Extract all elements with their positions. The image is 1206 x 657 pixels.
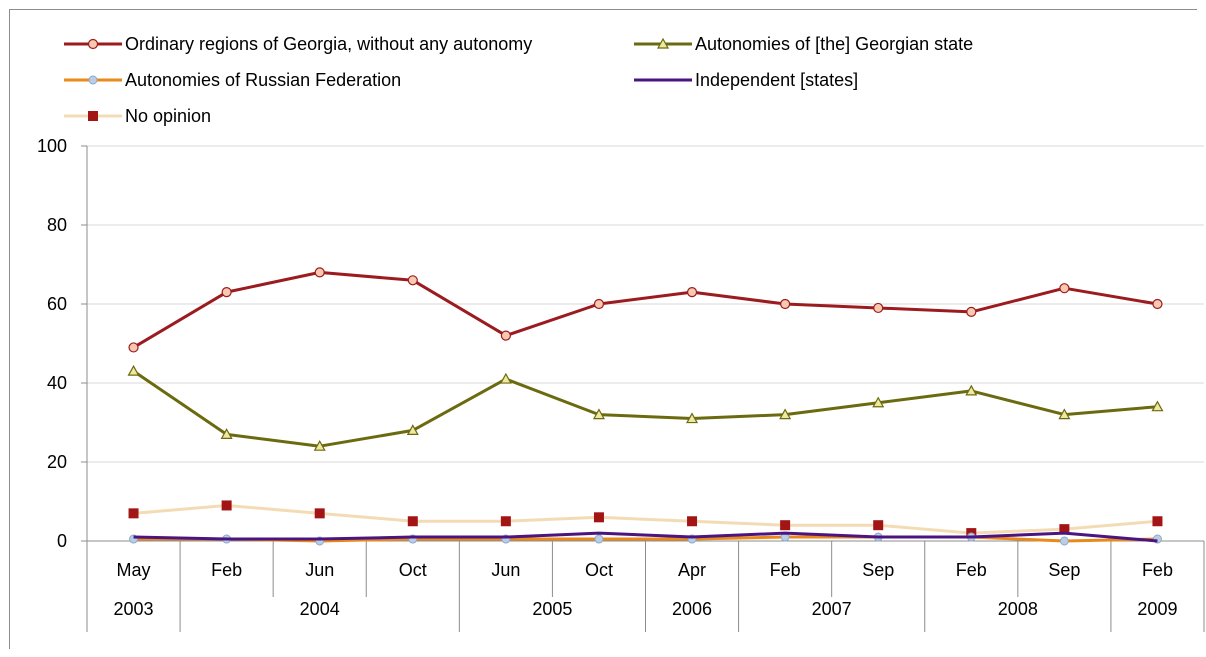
x-year-label: 2006 (672, 599, 712, 619)
x-tick-label: Feb (770, 560, 801, 580)
x-year-label: 2003 (114, 599, 154, 619)
series-0 (128, 267, 1163, 353)
data-point (221, 500, 232, 511)
legend-item: Ordinary regions of Georgia, without any… (64, 34, 532, 54)
data-point (780, 520, 791, 531)
series-4 (128, 500, 1163, 539)
data-point (128, 342, 139, 353)
x-year-label: 2008 (998, 599, 1038, 619)
data-point (313, 439, 326, 451)
x-year-label: 2007 (812, 599, 852, 619)
series-line (133, 503, 1158, 535)
y-tick-label: 100 (37, 136, 67, 156)
data-point (873, 302, 884, 314)
legend-item: No opinion (64, 106, 211, 126)
x-tick-label: Feb (211, 560, 242, 580)
data-point (1059, 536, 1069, 546)
data-point (500, 330, 511, 341)
data-point (314, 267, 325, 278)
data-point (687, 516, 698, 527)
data-point (592, 408, 605, 420)
x-tick-label: Apr (678, 560, 706, 580)
data-point (500, 516, 511, 527)
legend: Ordinary regions of Georgia, without any… (64, 34, 973, 126)
data-point (779, 408, 792, 420)
data-point (128, 508, 139, 519)
x-tick-label: Oct (399, 560, 427, 580)
x-tick-label: Feb (1142, 560, 1173, 580)
data-point (1059, 524, 1070, 535)
data-point (780, 298, 791, 310)
data-point (872, 396, 885, 408)
legend-marker (88, 111, 98, 121)
data-point (966, 306, 977, 317)
x-tick-label: Feb (956, 560, 987, 580)
x-tick-label: Sep (862, 560, 894, 580)
series-1 (127, 364, 1164, 451)
series-3 (133, 531, 1158, 543)
series-line (132, 270, 1158, 349)
data-point (1059, 283, 1070, 294)
y-tick-label: 80 (47, 215, 67, 235)
data-point (593, 298, 605, 310)
data-point (221, 287, 232, 298)
legend-label: Autonomies of [the] Georgian state (695, 34, 973, 54)
legend-item: Autonomies of [the] Georgian state (634, 34, 973, 54)
legend-label: Independent [states] (695, 70, 858, 90)
x-tick-label: May (117, 560, 151, 580)
x-tick-label: Oct (585, 560, 613, 580)
y-tick-label: 40 (47, 373, 67, 393)
legend-item: Autonomies of Russian Federation (64, 70, 401, 90)
axes: 0 20 40 60 80 100 May Feb Jun Oct Jun Oct Apr Feb Sep F… (37, 136, 1205, 632)
x-year-label: 2009 (1137, 599, 1177, 619)
x-year-label: 2005 (532, 599, 572, 619)
data-point (220, 428, 233, 439)
x-year-label: 2004 (300, 599, 340, 619)
data-point (1152, 298, 1163, 310)
data-point (1058, 408, 1071, 420)
legend-marker (88, 75, 98, 85)
data-point (407, 275, 418, 286)
data-point (873, 520, 884, 531)
data-point (965, 384, 978, 396)
y-tick-label: 0 (57, 531, 67, 551)
data-point (686, 287, 698, 298)
data-point (594, 534, 604, 544)
series-line (133, 531, 1158, 543)
x-tick-label: Sep (1048, 560, 1080, 580)
data-point (407, 516, 418, 527)
data-point (314, 508, 325, 519)
data-point (127, 364, 140, 376)
data-point (499, 372, 512, 384)
legend-marker (87, 38, 99, 50)
series-group (127, 267, 1164, 546)
x-tick-label: Jun (491, 560, 520, 580)
y-tick-label: 20 (47, 452, 67, 472)
legend-label: Autonomies of Russian Federation (125, 70, 401, 90)
data-point (406, 424, 419, 435)
data-point (1152, 516, 1163, 527)
data-point (686, 412, 699, 424)
chart-frame (9, 9, 1197, 649)
y-tick-label: 60 (47, 294, 67, 314)
legend-marker (656, 37, 670, 49)
data-point (593, 512, 604, 523)
data-point (1151, 400, 1164, 412)
x-tick-label: Jun (305, 560, 334, 580)
gridlines (87, 145, 1204, 463)
legend-item: Independent [states] (634, 70, 858, 90)
legend-label: Ordinary regions of Georgia, without any… (125, 34, 532, 54)
legend-label: No opinion (125, 106, 211, 126)
series-line (132, 369, 1158, 448)
